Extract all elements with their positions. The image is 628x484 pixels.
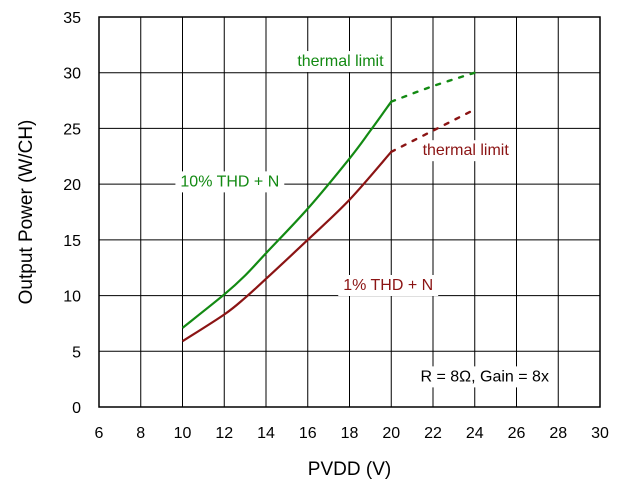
annotation-label: 1% THD + N [343, 277, 433, 294]
y-tick-label: 25 [63, 121, 81, 138]
x-tick-label: 10 [174, 425, 192, 442]
annotation-label: thermal limit [423, 142, 510, 159]
x-tick-label: 12 [215, 425, 233, 442]
series-extrapolated-line-thd-1pct [390, 108, 476, 154]
y-tick-label: 0 [72, 400, 81, 417]
x-axis-title: PVDD (V) [308, 459, 391, 480]
annotation-label: thermal limit [297, 53, 384, 70]
y-tick-label: 30 [63, 66, 81, 83]
y-tick-label: 35 [63, 10, 81, 27]
y-tick-label: 15 [63, 233, 81, 250]
series-line-thd-10pct [181, 101, 393, 329]
x-tick-label: 8 [136, 425, 145, 442]
annotation-label: R = 8Ω, Gain = 8x [420, 368, 548, 385]
x-tick-label: 6 [95, 425, 104, 442]
y-axis-title: Output Power (W/CH) [16, 120, 37, 305]
y-tick-label: 10 [63, 289, 81, 306]
annotation-background [175, 171, 285, 193]
annotation-background [292, 51, 390, 73]
x-tick-label: 20 [382, 425, 400, 442]
x-tick-label: 24 [466, 425, 484, 442]
x-tick-label: 22 [424, 425, 442, 442]
y-tick-label: 20 [63, 177, 81, 194]
x-tick-label: 14 [257, 425, 275, 442]
x-tick-label: 18 [341, 425, 359, 442]
x-tick-label: 26 [508, 425, 526, 442]
annotation-background [417, 140, 515, 162]
annotation-background [338, 275, 439, 296]
annotation-label: 10% THD + N [180, 173, 279, 190]
series-line-thd-1pct [181, 151, 393, 343]
x-tick-label: 28 [549, 425, 567, 442]
x-tick-label: 30 [591, 425, 609, 442]
annotation-background [415, 366, 554, 388]
plot-frame [98, 16, 601, 408]
y-tick-label: 5 [72, 344, 81, 361]
x-tick-label: 16 [299, 425, 317, 442]
